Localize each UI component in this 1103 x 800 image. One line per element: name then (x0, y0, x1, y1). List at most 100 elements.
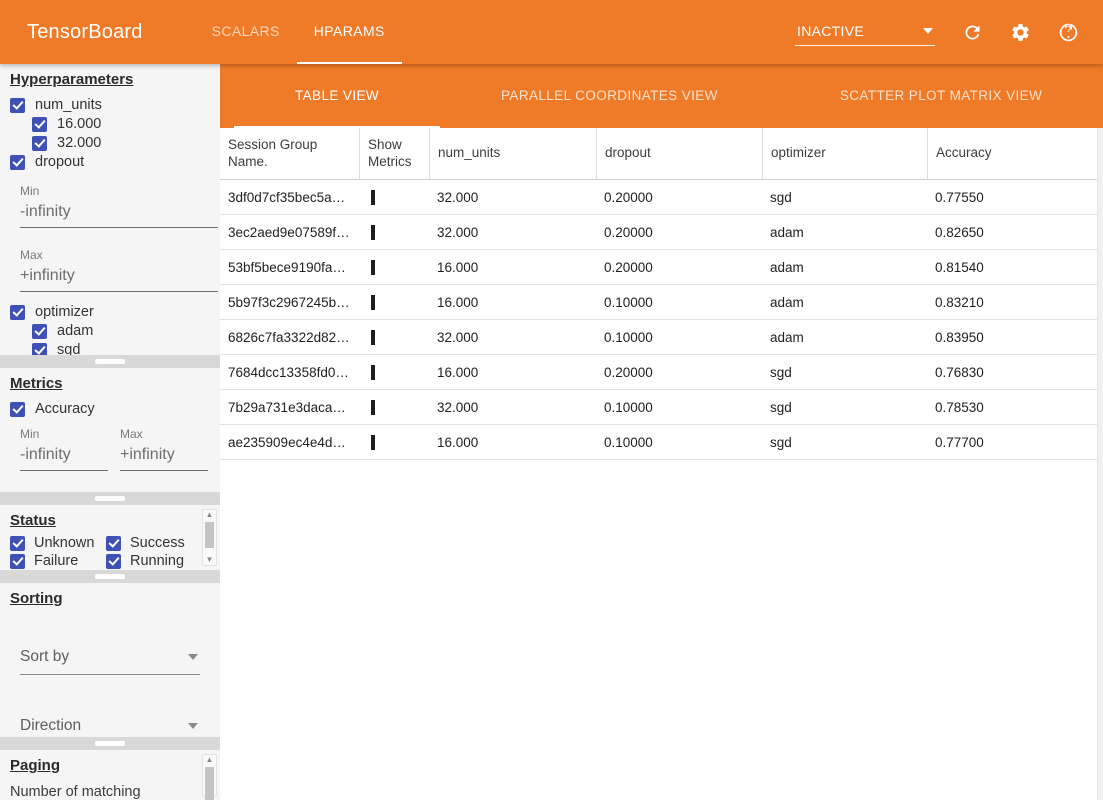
tab-scalars[interactable]: SCALARS (195, 0, 297, 64)
cell-session-group-name: 6826c7fa3322d82… (220, 330, 359, 345)
scroll-thumb[interactable] (205, 767, 214, 800)
show-metrics-checkbox[interactable] (371, 295, 375, 310)
show-metrics-checkbox[interactable] (371, 225, 375, 240)
num-units-32-checkbox[interactable] (32, 136, 47, 151)
accuracy-min-input[interactable] (20, 444, 108, 471)
col-session-group-name[interactable]: Session Group Name. (220, 128, 359, 179)
scroll-down-icon[interactable]: ▼ (206, 555, 214, 565)
runs-status-value: INACTIVE (797, 23, 864, 39)
table-row[interactable]: 53bf5bece9190fa… 16.000 0.20000 adam 0.8… (220, 250, 1103, 285)
col-optimizer[interactable]: optimizer (762, 128, 927, 179)
accuracy-max-input[interactable] (120, 444, 208, 471)
tab-table-view[interactable]: TABLE VIEW (234, 64, 440, 128)
cell-session-group-name: 53bf5bece9190fa… (220, 260, 359, 275)
section-splitter[interactable] (0, 570, 220, 583)
chevron-down-icon (923, 28, 933, 34)
cell-num-units: 32.000 (429, 190, 596, 205)
table-row[interactable]: 7684dcc13358fd0… 16.000 0.20000 sgd 0.76… (220, 355, 1103, 390)
resize-handle[interactable] (95, 496, 125, 501)
table-row[interactable]: 3ec2aed9e07589f… 32.000 0.20000 adam 0.8… (220, 215, 1103, 250)
hparam-optimizer-adam[interactable]: adam (32, 323, 210, 339)
cell-session-group-name: 3ec2aed9e07589f… (220, 225, 359, 240)
settings-icon[interactable] (1009, 21, 1031, 43)
paging-scrollbar[interactable]: ▲ (202, 754, 217, 796)
col-dropout[interactable]: dropout (596, 128, 762, 179)
hparam-dropout[interactable]: dropout (10, 154, 210, 170)
tab-scatter-plot-matrix-view[interactable]: SCATTER PLOT MATRIX VIEW (779, 64, 1103, 128)
show-metrics-checkbox[interactable] (371, 435, 375, 450)
optimizer-sgd-checkbox[interactable] (32, 343, 47, 356)
table-row[interactable]: 6826c7fa3322d82… 32.000 0.10000 adam 0.8… (220, 320, 1103, 355)
hparam-num-units-16[interactable]: 16.000 (32, 116, 210, 132)
header-toolbar: INACTIVE (795, 0, 1079, 64)
runs-status-select[interactable]: INACTIVE (795, 19, 935, 46)
chevron-down-icon (188, 654, 198, 660)
status-failure-checkbox[interactable] (10, 554, 25, 569)
col-show-metrics[interactable]: Show Metrics (359, 128, 429, 179)
section-splitter[interactable] (0, 355, 220, 368)
table-row[interactable]: 5b97f3c2967245b… 16.000 0.10000 adam 0.8… (220, 285, 1103, 320)
status-failure[interactable]: Failure (10, 553, 106, 569)
cell-optimizer: sgd (762, 190, 927, 205)
show-metrics-checkbox[interactable] (371, 365, 375, 380)
resize-handle[interactable] (95, 741, 125, 746)
refresh-icon[interactable] (961, 21, 983, 43)
help-icon[interactable] (1057, 21, 1079, 43)
cell-num-units: 32.000 (429, 400, 596, 415)
hparam-optimizer-sgd[interactable]: sgd (32, 342, 210, 355)
cell-accuracy: 0.83210 (927, 295, 1103, 310)
col-accuracy[interactable]: Accuracy (927, 128, 1103, 179)
show-metrics-checkbox[interactable] (371, 400, 375, 415)
tab-hparams[interactable]: HPARAMS (297, 0, 402, 64)
table-row[interactable]: ae235909ec4e4d… 16.000 0.10000 sgd 0.777… (220, 425, 1103, 460)
status-unknown[interactable]: Unknown (10, 535, 106, 551)
hparam-optimizer[interactable]: optimizer (10, 304, 210, 320)
num-units-16-checkbox[interactable] (32, 117, 47, 132)
optimizer-adam-checkbox[interactable] (32, 324, 47, 339)
metrics-heading: Metrics (10, 375, 210, 392)
hparam-num-units-32[interactable]: 32.000 (32, 135, 210, 151)
show-metrics-checkbox[interactable] (371, 330, 375, 345)
cell-optimizer: adam (762, 295, 927, 310)
view-tabs: TABLE VIEW PARALLEL COORDINATES VIEW SCA… (220, 64, 1103, 128)
dropout-max-input[interactable] (20, 265, 218, 292)
resize-handle[interactable] (95, 574, 125, 579)
metric-accuracy[interactable]: Accuracy (10, 401, 210, 417)
status-scrollbar[interactable]: ▲ ▼ (202, 509, 217, 566)
cell-dropout: 0.20000 (596, 365, 762, 380)
cell-optimizer: adam (762, 260, 927, 275)
cell-num-units: 16.000 (429, 260, 596, 275)
scroll-up-icon[interactable]: ▲ (206, 510, 214, 520)
cell-session-group-name: 7b29a731e3daca… (220, 400, 359, 415)
dropout-min-input[interactable] (20, 201, 218, 228)
status-success[interactable]: Success (106, 535, 198, 551)
accuracy-checkbox[interactable] (10, 402, 25, 417)
show-metrics-checkbox[interactable] (371, 260, 375, 275)
section-splitter[interactable] (0, 492, 220, 505)
status-running-checkbox[interactable] (106, 554, 121, 569)
dropout-checkbox[interactable] (10, 155, 25, 170)
scroll-up-icon[interactable]: ▲ (206, 755, 214, 765)
table-row[interactable]: 7b29a731e3daca… 32.000 0.10000 sgd 0.785… (220, 390, 1103, 425)
col-num-units[interactable]: num_units (429, 128, 596, 179)
resize-handle[interactable] (95, 359, 125, 364)
direction-select[interactable]: Direction (20, 713, 200, 737)
main-scrollbar-track[interactable] (1097, 128, 1103, 800)
cell-num-units: 16.000 (429, 435, 596, 450)
status-success-checkbox[interactable] (106, 536, 121, 551)
sort-by-select[interactable]: Sort by (20, 644, 200, 675)
cell-accuracy: 0.77700 (927, 435, 1103, 450)
status-unknown-checkbox[interactable] (10, 536, 25, 551)
optimizer-checkbox[interactable] (10, 305, 25, 320)
sorting-section: Sorting Sort by Direction (0, 583, 220, 737)
tab-parallel-coordinates-view[interactable]: PARALLEL COORDINATES VIEW (440, 64, 779, 128)
num-units-checkbox[interactable] (10, 98, 25, 113)
paging-heading: Paging (10, 757, 210, 774)
hparam-num-units[interactable]: num_units (10, 97, 210, 113)
scroll-thumb[interactable] (205, 522, 214, 548)
status-running[interactable]: Running (106, 553, 198, 569)
table-row[interactable]: 3df0d7cf35bec5a… 32.000 0.20000 sgd 0.77… (220, 180, 1103, 215)
cell-optimizer: sgd (762, 365, 927, 380)
section-splitter[interactable] (0, 737, 220, 750)
show-metrics-checkbox[interactable] (371, 190, 375, 205)
